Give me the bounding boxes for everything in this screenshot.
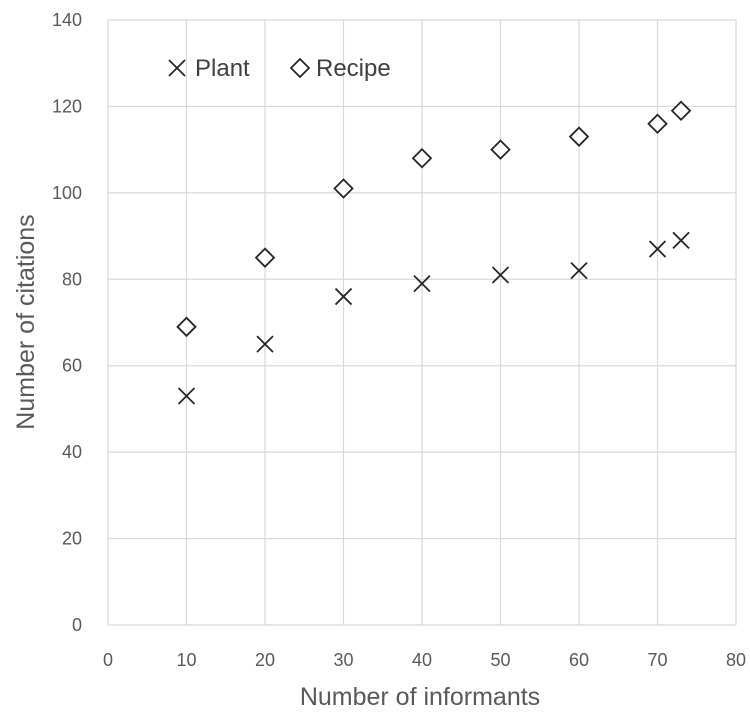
y-tick-label: 120 [52,96,82,116]
recipe-point [176,316,197,338]
x-tick-label: 70 [647,650,667,670]
y-axis-label: Number of citations [12,214,40,429]
recipe-point [568,126,590,147]
plant-point [491,266,510,284]
x-tick-label: 80 [726,650,746,670]
x-tick-label: 40 [412,650,432,670]
y-tick-label: 100 [52,183,82,203]
plant-point [177,387,196,405]
x-tick-label: 10 [176,650,196,670]
plant-point [570,262,588,280]
tick-labels: 0 20 40 60 80 100 120 140 0 10 20 30 40 50 60 70 80 [52,10,746,670]
y-tick-label: 20 [62,529,82,549]
legend-plant-marker [168,59,186,77]
y-tick-label: 140 [52,10,82,30]
plant-point [413,274,431,293]
legend-recipe-label: Recipe [316,55,391,82]
grid-lines [107,19,737,626]
y-tick-label: 0 [72,615,82,635]
y-tick-label: 80 [62,269,82,289]
plant-point [648,240,667,258]
x-tick-label: 30 [333,650,353,670]
x-tick-label: 50 [490,650,510,670]
data-points [176,100,692,405]
plant-point [672,231,690,250]
legend: Plant Recipe [168,55,391,82]
legend-recipe-marker [289,57,311,79]
plant-point [334,287,353,306]
recipe-point [333,178,354,199]
recipe-point [490,139,511,160]
x-axis-label: Number of informants [300,683,540,711]
y-tick-label: 40 [62,442,82,462]
x-tick-label: 0 [103,650,113,670]
recipe-point [647,113,668,134]
plant-point [256,335,274,353]
recipe-point [670,100,692,122]
x-tick-label: 20 [255,650,275,670]
y-tick-label: 60 [62,356,82,376]
recipe-point [254,247,276,268]
legend-plant-label: Plant [195,55,250,82]
x-tick-label: 60 [569,650,589,670]
recipe-point [411,148,433,169]
